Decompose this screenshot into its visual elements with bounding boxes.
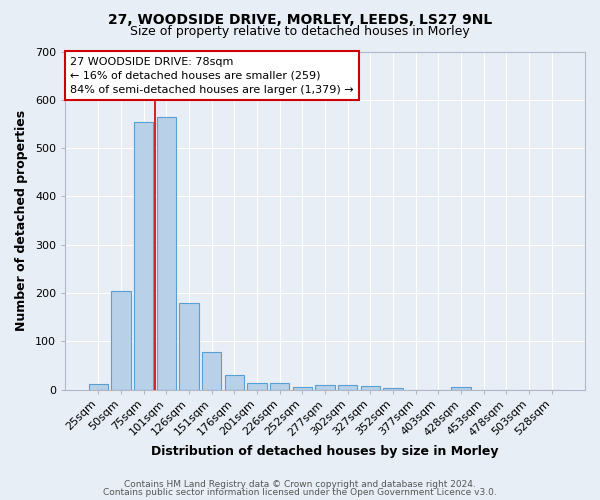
Bar — [316, 384, 335, 390]
Bar — [202, 352, 221, 390]
Bar — [451, 387, 470, 390]
Bar — [247, 383, 266, 390]
Bar — [112, 290, 131, 390]
X-axis label: Distribution of detached houses by size in Morley: Distribution of detached houses by size … — [151, 444, 499, 458]
Bar — [383, 388, 403, 390]
Bar — [225, 375, 244, 390]
Y-axis label: Number of detached properties: Number of detached properties — [15, 110, 28, 331]
Bar — [293, 386, 312, 390]
Bar — [338, 384, 358, 390]
Bar — [179, 302, 199, 390]
Bar — [157, 116, 176, 390]
Text: 27 WOODSIDE DRIVE: 78sqm
← 16% of detached houses are smaller (259)
84% of semi-: 27 WOODSIDE DRIVE: 78sqm ← 16% of detach… — [70, 56, 354, 94]
Text: Contains HM Land Registry data © Crown copyright and database right 2024.: Contains HM Land Registry data © Crown c… — [124, 480, 476, 489]
Bar — [134, 122, 154, 390]
Text: Size of property relative to detached houses in Morley: Size of property relative to detached ho… — [130, 25, 470, 38]
Text: 27, WOODSIDE DRIVE, MORLEY, LEEDS, LS27 9NL: 27, WOODSIDE DRIVE, MORLEY, LEEDS, LS27 … — [108, 12, 492, 26]
Text: Contains public sector information licensed under the Open Government Licence v3: Contains public sector information licen… — [103, 488, 497, 497]
Bar — [270, 384, 289, 390]
Bar — [89, 384, 108, 390]
Bar — [361, 386, 380, 390]
